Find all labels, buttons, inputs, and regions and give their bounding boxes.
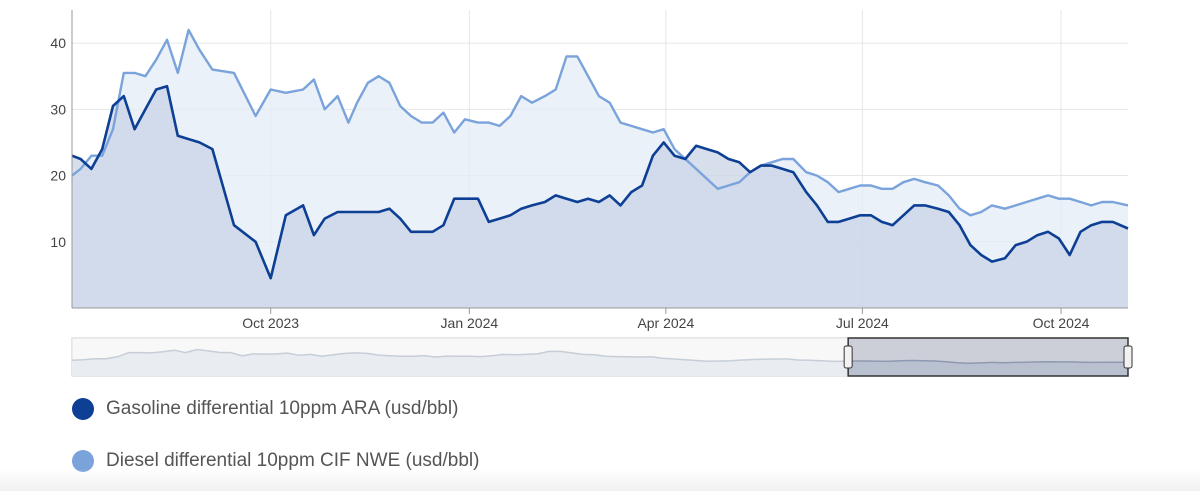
legend-item-gasoline[interactable]: Gasoline differential 10ppm ARA (usd/bbl… <box>72 396 479 422</box>
x-tick-labels: Oct 2023 Jan 2024 Apr 2024 Jul 2024 Oct 2024 <box>242 315 1089 331</box>
legend-marker-diesel-icon <box>72 450 94 472</box>
series-line-diesel[interactable] <box>71 28 1129 217</box>
y-tick-label: 10 <box>50 234 66 250</box>
x-tick-label: Jul 2024 <box>836 315 889 331</box>
navigator-left-handle[interactable] <box>843 345 853 369</box>
navigator-right-handle-grip[interactable] <box>1123 345 1133 369</box>
axes <box>71 10 1128 309</box>
range-navigator[interactable] <box>71 337 1133 377</box>
x-tick-label: Jan 2024 <box>441 315 499 331</box>
series-lines <box>71 28 1129 280</box>
y-tick-label: 40 <box>50 35 66 51</box>
y-tick-label: 20 <box>50 168 66 184</box>
navigator-left-handle-grip[interactable] <box>843 345 853 369</box>
x-tick-label: Apr 2024 <box>637 315 694 331</box>
chart-legend: Gasoline differential 10ppm ARA (usd/bbl… <box>72 396 479 500</box>
legend-label-diesel: Diesel differential 10ppm CIF NWE (usd/b… <box>106 450 480 471</box>
chart-svg: 10 20 30 40 Oct 2023 Jan 2024 Apr 2024 Jul 202… <box>50 10 1133 377</box>
navigator-series-line <box>71 348 1129 364</box>
navigator-selected-range[interactable] <box>847 337 1129 377</box>
navigator-right-handle[interactable] <box>1123 345 1133 369</box>
x-tick-label: Oct 2023 <box>242 315 299 331</box>
legend-label-gasoline: Gasoline differential 10ppm ARA (usd/bbl… <box>106 398 459 419</box>
series-line-gasoline[interactable] <box>71 84 1129 280</box>
series-area-gasoline <box>72 86 1128 308</box>
legend-marker-gasoline-icon <box>72 398 94 420</box>
navigator-series-area <box>72 349 1128 376</box>
y-tick-labels: 10 20 30 40 <box>50 35 66 250</box>
y-tick-label: 30 <box>50 101 66 117</box>
bottom-fade <box>0 469 1200 491</box>
navigator-unselected-mask <box>72 338 849 376</box>
legend-item-diesel[interactable]: Diesel differential 10ppm CIF NWE (usd/b… <box>72 448 479 474</box>
x-tick-label: Oct 2024 <box>1033 315 1090 331</box>
